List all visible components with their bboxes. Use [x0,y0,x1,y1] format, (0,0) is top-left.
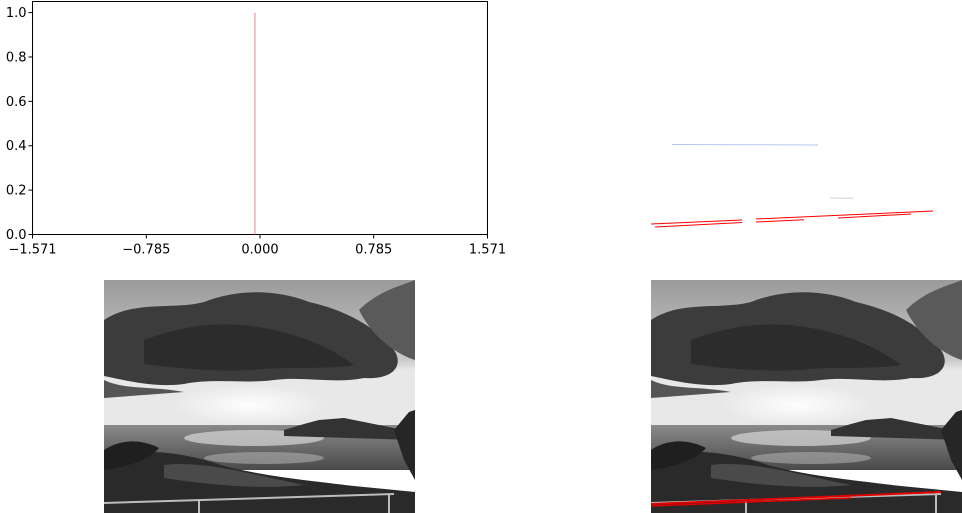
line-segment-red [654,222,743,228]
line-segments-panel [650,144,934,228]
grayscale-photo [104,280,415,513]
y-tick-label: 0.6 [6,95,27,110]
line-segment-blue [671,144,819,146]
detected-line-overlay [651,497,852,507]
x-tick-label: 1.571 [469,243,506,258]
grayscale-photo-with-lines [651,280,962,513]
line-segment-red [650,219,743,225]
y-tick-label: 0.2 [6,184,27,199]
axes-frame [32,1,488,235]
x-tick-label: −1.571 [8,243,56,258]
x-tick-label: 0.785 [355,243,392,258]
x-axis: −1.571 −0.785 0.000 0.785 1.571 [8,234,506,258]
y-axis: 0.0 0.2 0.4 0.6 0.8 1.0 [6,6,33,243]
line-segment-red [837,213,912,219]
line-segment-red [755,219,805,223]
detected-line-overlay [651,491,942,505]
y-tick-label: 0.4 [6,139,27,154]
histogram-plot: 0.0 0.2 0.4 0.6 0.8 1.0 −1.571 −0.785 0.000 0.78… [6,1,934,258]
y-tick-label: 0.0 [6,228,27,243]
x-tick-label: −0.785 [122,243,170,258]
x-tick-label: 0.000 [241,243,278,258]
y-tick-label: 0.8 [6,50,27,65]
y-tick-label: 1.0 [6,6,27,21]
line-segment-red [755,210,934,220]
